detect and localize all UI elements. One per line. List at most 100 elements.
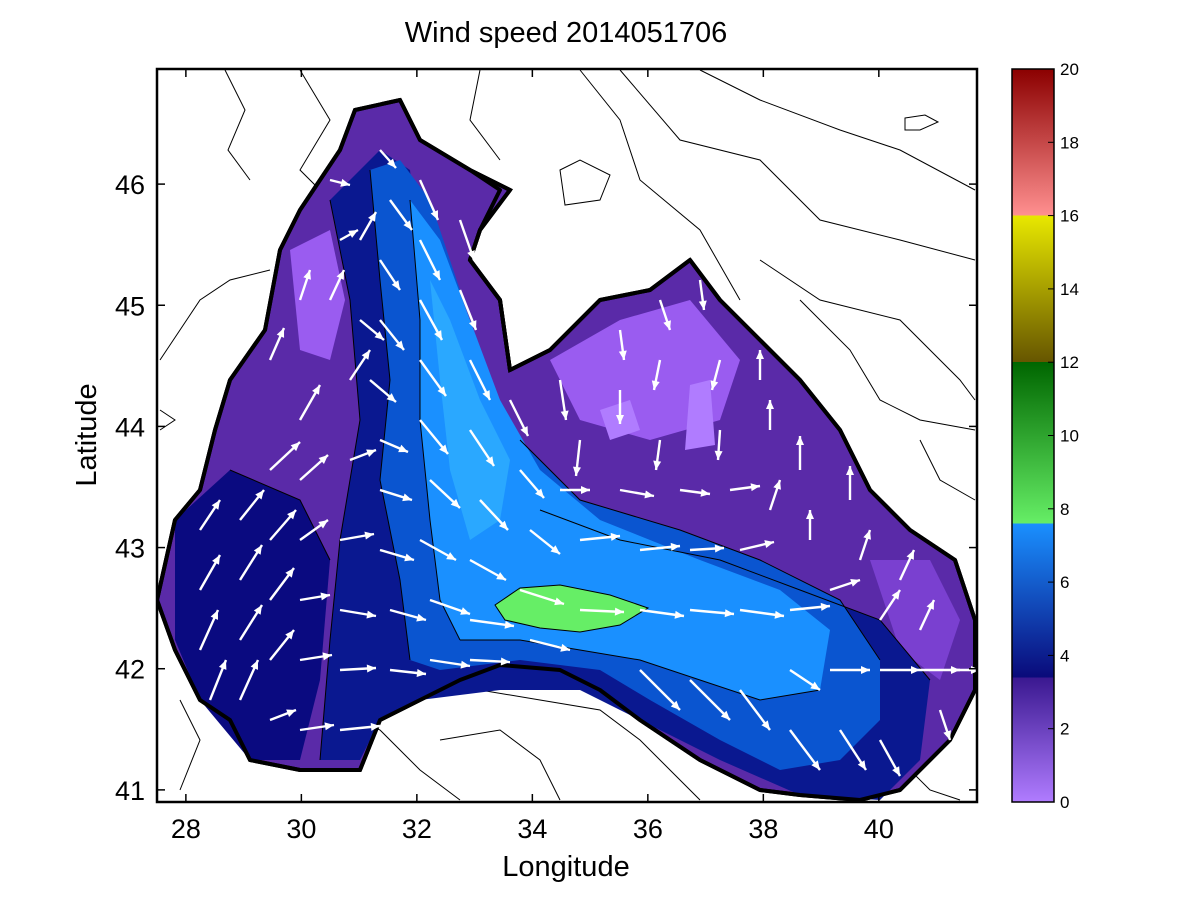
wind-arrow [756,350,764,380]
wind-arrow-head [387,158,396,168]
wind-arrow-head [806,510,814,519]
wind-arrow-head [366,449,376,457]
wind-arrow [268,327,286,361]
colorbar-tick-label: 16 [1060,207,1079,226]
wind-arrow [419,538,457,562]
wind-arrow-head [482,390,490,400]
wind-arrow [508,399,530,437]
y-tick-label: 42 [115,655,145,685]
wind-arrow-head [906,550,914,560]
wind-arrow-head [255,490,264,500]
wind-arrow [878,739,902,777]
wind-arrow [658,299,672,331]
wind-arrow-head [710,380,719,390]
wind-arrow-head [720,710,730,720]
wind-arrow [269,708,297,722]
wind-arrow-head [756,350,764,359]
land-contours [159,69,976,801]
wind-arrow-head [581,486,590,494]
wind-arrow-head [364,531,374,540]
wind-arrow [689,608,735,618]
wind-arrow-head [850,579,860,587]
wind-arrow-head [210,610,218,620]
wind-arrow-head [500,657,510,666]
wind-arrow [458,219,476,261]
x-axis-label: Longitude [502,851,629,883]
wind-arrow-head [820,602,830,611]
wind-arrow [739,608,785,619]
wind-arrow-head [724,609,734,618]
wind-arrow-head [285,630,294,640]
wind-arrow [898,549,916,581]
wind-arrow [806,510,814,540]
wind-arrow-head [416,669,426,677]
wind-arrow [328,269,346,301]
wind-arrow [618,329,627,361]
wind-arrow-head [404,553,414,562]
wind-arrow [339,664,377,673]
wind-arrow-head [340,178,350,187]
wind-arrow [529,529,561,555]
wind-arrow-head [468,320,477,330]
wind-arrow-head [614,607,624,616]
wind-arrow [379,438,409,454]
wind-arrow-head [663,320,671,330]
wind-arrow-head [485,456,494,466]
wind-arrow-head [943,730,951,740]
wind-arrow [299,592,331,602]
wind-arrow-head [653,460,662,470]
wind-arrow-head [560,410,569,420]
wind-arrow-head [286,709,296,717]
wind-arrow [298,384,322,421]
wind-arrow [468,359,492,401]
y-tick-label: 46 [115,170,145,200]
x-tick-label: 36 [633,814,663,844]
wind-arrow [358,211,378,241]
wind-arrow [198,609,220,651]
wind-arrow-head [391,280,400,290]
wind-arrow [389,668,427,677]
wind-arrow-head [253,545,262,555]
wind-arrow [339,531,375,542]
wind-arrow-head [674,610,684,619]
wind-arrow-head [366,610,376,619]
wind-arrow [238,659,260,701]
wind-arrow-head [764,540,774,548]
wind-vectors [198,149,977,777]
wind-arrow [269,509,297,541]
wind-arrow-head [700,488,710,497]
sea-fill [157,97,977,802]
colorbar-tick-label: 20 [1060,60,1079,79]
x-tick-label: 40 [864,814,894,844]
wind-arrow [379,319,405,351]
y-axis-ticks: 41 42 43 44 45 46 [115,170,977,806]
wind-arrow-head [498,520,508,530]
crimea-coast [468,168,551,372]
wind-arrow [879,589,901,621]
y-tick-label: 43 [115,534,145,564]
wind-arrow [739,540,775,552]
wind-arrow-head [290,442,300,452]
wind-arrow [389,608,427,622]
colorbar-tick-label: 18 [1060,133,1079,152]
wind-arrow-head [402,493,412,502]
max-speed-region [494,584,650,633]
wind-arrow-head [926,600,934,610]
wind-arrow [299,519,329,541]
wind-arrow-head [211,500,220,510]
wind-arrow [714,429,723,461]
x-tick-label: 28 [171,814,201,844]
wind-arrow [689,679,731,721]
wind-arrow [458,289,478,331]
wind-arrow [579,532,621,542]
wind-arrow [519,588,565,606]
coastline [157,98,977,802]
wind-arrow [339,228,359,242]
wind-arrow-head [670,542,680,551]
wind-arrow-head [618,350,627,360]
wind-arrow-head [520,426,528,436]
wind-arrow [238,329,254,361]
wind-arrow [379,259,401,291]
wind-arrow [198,554,222,591]
